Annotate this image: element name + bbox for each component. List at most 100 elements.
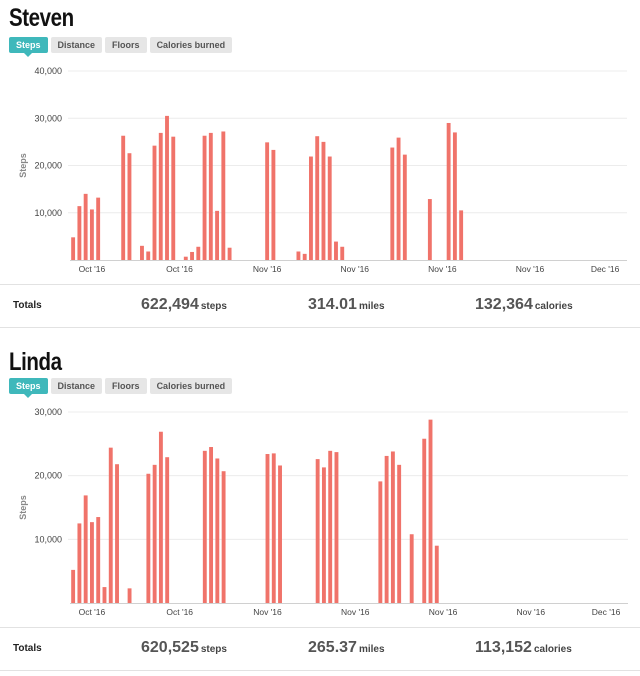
x-tick-label: Nov '16 xyxy=(429,607,458,617)
tab-floors[interactable]: Floors xyxy=(105,378,147,394)
y-axis-label: Steps xyxy=(18,153,28,178)
bar xyxy=(459,210,464,260)
total-miles-value: 314.01 xyxy=(308,296,357,313)
bar xyxy=(215,210,220,260)
metric-tabs: Steps Distance Floors Calories burned xyxy=(9,378,233,398)
bar xyxy=(140,245,144,260)
bar xyxy=(83,495,88,603)
user-name: Linda xyxy=(9,348,62,376)
bar xyxy=(334,241,338,260)
bar xyxy=(221,131,226,260)
bar xyxy=(165,115,169,260)
y-axis-label: Steps xyxy=(18,495,28,520)
bar xyxy=(146,251,151,260)
bar xyxy=(202,450,207,603)
bar xyxy=(152,464,157,603)
bar xyxy=(434,545,439,603)
tab-floors[interactable]: Floors xyxy=(105,37,147,53)
bar xyxy=(321,467,326,603)
steps-bar-chart: 10,000 20,000 30,000 40,000 Steps Oct '16 Oct … xyxy=(18,66,627,274)
user-panel-steven: Steven Steps Distance Floors Calories bu… xyxy=(0,0,640,330)
x-tick-label: Oct '16 xyxy=(166,264,193,274)
totals-label: Totals xyxy=(13,643,42,654)
bar xyxy=(340,246,345,260)
bar xyxy=(71,237,76,260)
y-tick-label: 30,000 xyxy=(34,113,62,123)
total-miles: 314.01 miles xyxy=(308,296,385,314)
bar xyxy=(446,122,451,260)
bar xyxy=(402,154,407,260)
x-tick-label: Nov '16 xyxy=(428,264,457,274)
total-miles-unit: miles xyxy=(358,644,385,655)
total-miles-unit: miles xyxy=(358,301,385,312)
y-tick-label: 20,000 xyxy=(34,471,62,481)
total-steps-unit: steps xyxy=(200,301,227,312)
bar xyxy=(321,141,326,260)
x-tick-label: Nov '16 xyxy=(517,607,546,617)
bar xyxy=(190,251,194,260)
user-name: Steven xyxy=(9,4,74,32)
total-steps-value: 622,494 xyxy=(141,296,199,313)
bar xyxy=(77,523,82,603)
x-tick-label: Nov '16 xyxy=(340,264,369,274)
x-tick-label: Oct '16 xyxy=(79,607,106,617)
bar xyxy=(390,147,395,260)
total-steps-unit: steps xyxy=(200,644,227,655)
bar xyxy=(328,450,333,603)
bar xyxy=(196,246,201,260)
total-calories: 132,364 calories xyxy=(475,296,573,314)
bar xyxy=(146,473,151,603)
bar xyxy=(452,132,457,260)
tab-steps[interactable]: Steps xyxy=(9,37,48,57)
bar xyxy=(390,451,395,603)
bar xyxy=(265,142,270,260)
x-tick-label: Dec '16 xyxy=(591,264,620,274)
bar xyxy=(183,256,188,260)
bar xyxy=(158,132,163,260)
bar xyxy=(302,253,307,260)
tab-calories-burned[interactable]: Calories burned xyxy=(149,37,233,53)
total-calories: 113,152 calories xyxy=(475,639,572,657)
bar xyxy=(208,132,213,260)
tab-steps[interactable]: Steps xyxy=(9,378,48,398)
bar xyxy=(202,135,207,260)
bar xyxy=(171,136,176,260)
tab-calories-burned[interactable]: Calories burned xyxy=(149,378,233,394)
x-tick-label: Dec '16 xyxy=(592,607,621,617)
tab-distance[interactable]: Distance xyxy=(50,378,103,394)
bar xyxy=(309,156,313,260)
y-tick-label: 30,000 xyxy=(34,407,62,417)
bar xyxy=(396,137,401,260)
total-steps: 620,525 steps xyxy=(141,639,227,657)
bar xyxy=(121,135,126,260)
x-tick-label: Nov '16 xyxy=(253,264,282,274)
bar xyxy=(102,587,107,603)
bar xyxy=(296,251,301,260)
y-tick-label: 10,000 xyxy=(34,534,62,544)
bar xyxy=(271,149,276,260)
steps-bar-chart: 10,000 20,000 30,000 Steps Oct '16 Oct '16 Nov… xyxy=(18,407,628,617)
bar xyxy=(165,457,170,603)
bar xyxy=(71,569,76,603)
bar xyxy=(315,459,320,603)
bar xyxy=(327,156,332,260)
total-calories-value: 132,364 xyxy=(475,296,533,313)
bar xyxy=(127,153,132,260)
total-miles-value: 265.37 xyxy=(308,639,357,656)
bar xyxy=(427,199,432,260)
total-miles: 265.37 miles xyxy=(308,639,385,657)
bar xyxy=(108,447,113,603)
bar xyxy=(378,481,383,603)
bar xyxy=(90,522,94,603)
bar xyxy=(115,464,119,603)
bar xyxy=(384,455,389,603)
bar xyxy=(422,438,427,603)
bar xyxy=(428,419,433,603)
total-calories-value: 113,152 xyxy=(475,639,532,656)
user-panel-linda: Linda Steps Distance Floors Calories bur… xyxy=(0,340,640,676)
x-tick-label: Nov '16 xyxy=(341,607,370,617)
bar xyxy=(215,458,220,603)
x-tick-label: Nov '16 xyxy=(516,264,545,274)
bar xyxy=(77,206,82,260)
tab-distance[interactable]: Distance xyxy=(50,37,103,53)
